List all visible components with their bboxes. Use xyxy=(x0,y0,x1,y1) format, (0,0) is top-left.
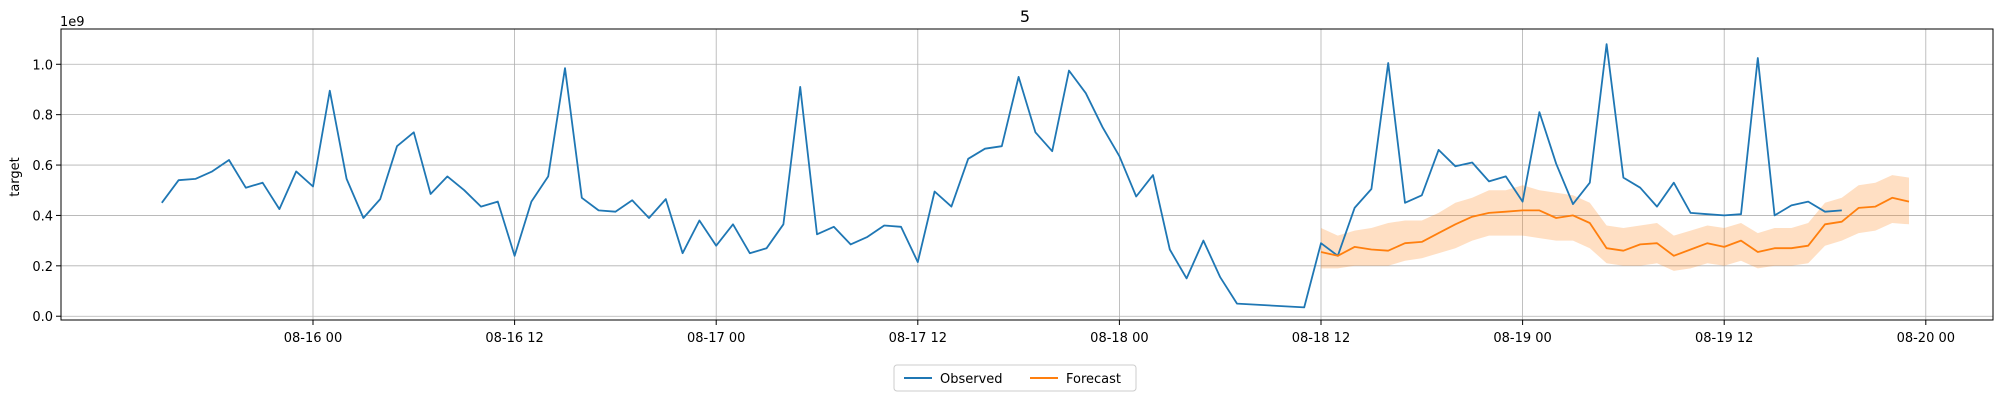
grid xyxy=(61,29,1993,320)
legend-label-observed: Observed xyxy=(940,372,1003,387)
legend: Observed Forecast xyxy=(893,364,1137,392)
series-layer xyxy=(161,43,1910,309)
ticks: 08-16 00 08-16 12 08-17 00 08-17 12 08-18 00… xyxy=(32,58,1955,346)
x-tick-label: 08-17 12 xyxy=(889,331,947,346)
x-tick-label: 08-19 00 xyxy=(1493,331,1551,346)
legend-label-forecast: Forecast xyxy=(1066,372,1121,387)
x-tick-label: 08-18 12 xyxy=(1292,331,1350,346)
x-tick-label: 08-20 00 xyxy=(1897,331,1955,346)
y-tick-label: 0.4 xyxy=(32,209,53,224)
series-line-observed xyxy=(161,43,1842,309)
plot-frame xyxy=(60,28,1994,321)
x-tick-label: 08-18 00 xyxy=(1090,331,1148,346)
y-tick-label: 0.6 xyxy=(32,159,53,174)
x-tick-label: 08-16 12 xyxy=(485,331,543,346)
forecast-uncertainty-band xyxy=(1321,175,1909,271)
y-axis-label: target xyxy=(8,157,23,197)
forecast-band-layer xyxy=(1321,175,1909,271)
y-tick-label: 0.0 xyxy=(32,310,53,325)
y-tick-label: 0.8 xyxy=(32,109,53,124)
series-line-forecast xyxy=(1320,196,1910,257)
legend-box xyxy=(893,364,1137,392)
x-tick-label: 08-16 00 xyxy=(284,331,342,346)
x-tick-label: 08-19 12 xyxy=(1695,331,1753,346)
y-tick-label: 1.0 xyxy=(32,58,53,73)
x-tick-label: 08-17 00 xyxy=(687,331,745,346)
chart-title: 5 xyxy=(1020,7,1030,26)
y-multiplier-label: 1e9 xyxy=(60,15,85,30)
y-tick-label: 0.2 xyxy=(32,260,53,275)
